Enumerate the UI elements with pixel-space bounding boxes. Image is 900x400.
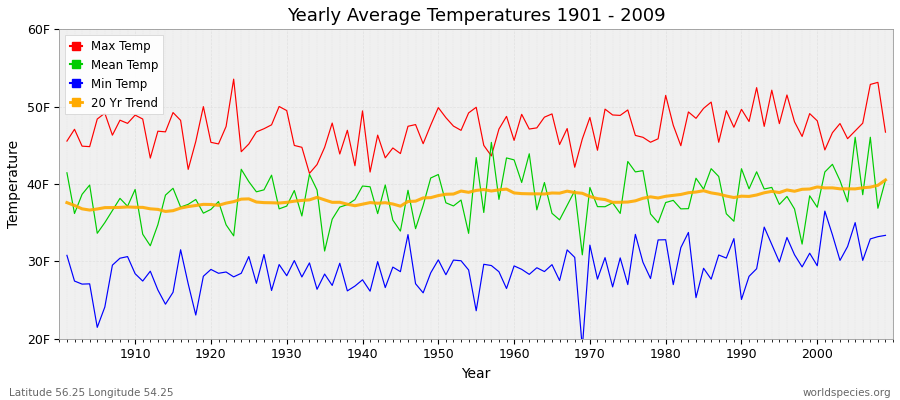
X-axis label: Year: Year (462, 367, 490, 381)
Legend: Max Temp, Mean Temp, Min Temp, 20 Yr Trend: Max Temp, Mean Temp, Min Temp, 20 Yr Tre… (66, 35, 163, 114)
Text: worldspecies.org: worldspecies.org (803, 388, 891, 398)
Y-axis label: Temperature: Temperature (7, 140, 21, 228)
Title: Yearly Average Temperatures 1901 - 2009: Yearly Average Temperatures 1901 - 2009 (287, 7, 665, 25)
Text: Latitude 56.25 Longitude 54.25: Latitude 56.25 Longitude 54.25 (9, 388, 174, 398)
